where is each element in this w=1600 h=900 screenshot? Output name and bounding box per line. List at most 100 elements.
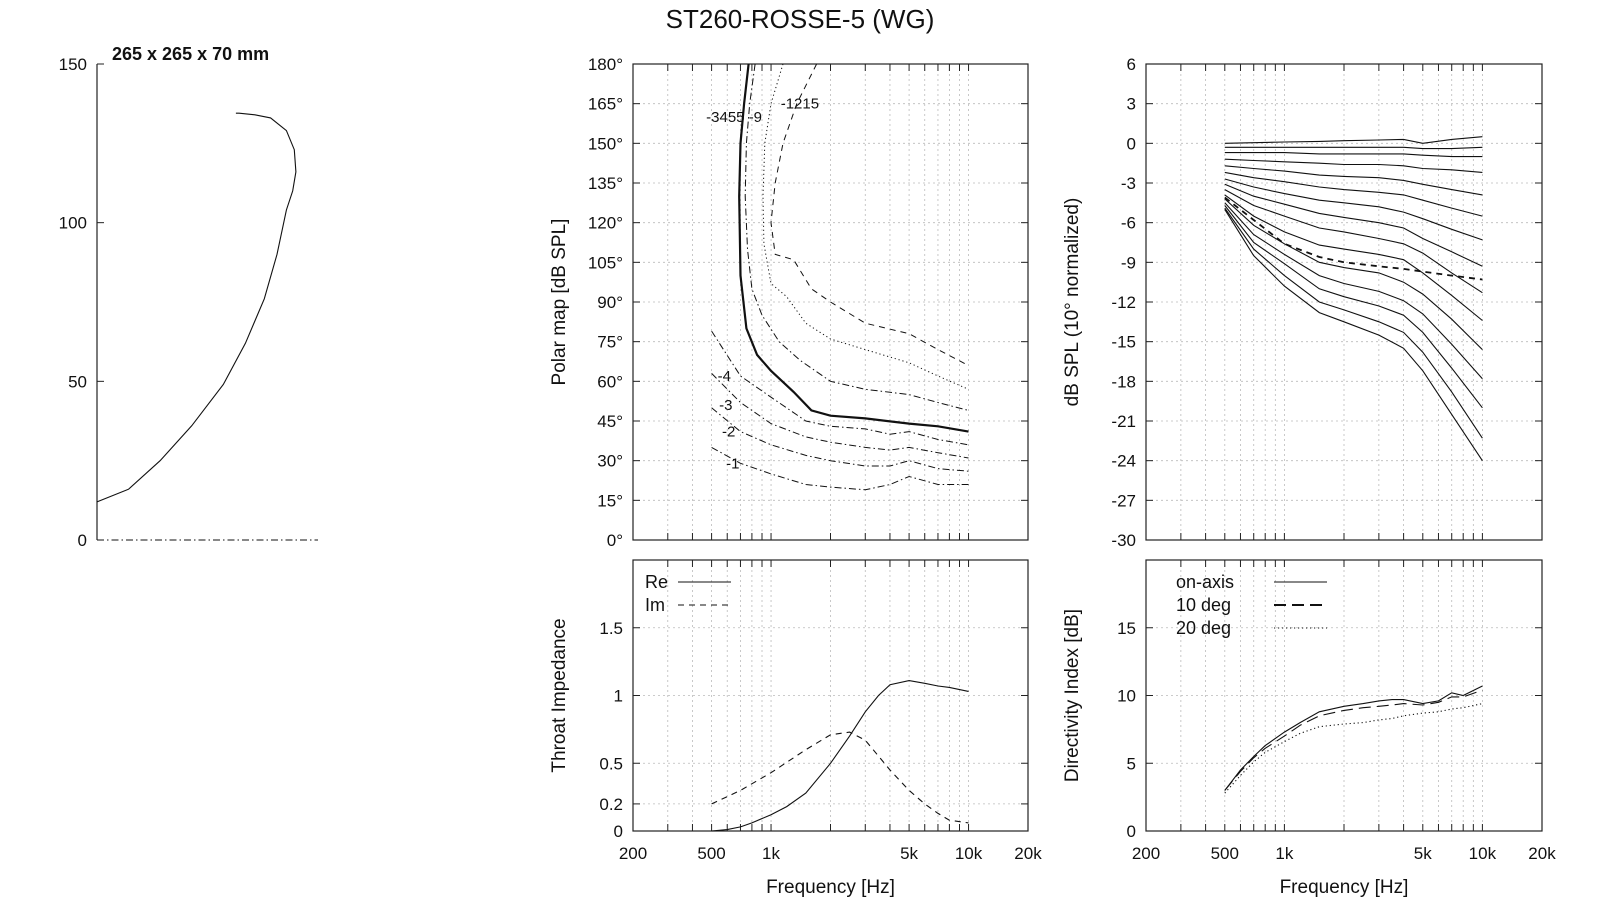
x-axis-label: Frequency [Hz]	[1280, 877, 1409, 898]
series-line	[1224, 146, 1483, 150]
plot-frame	[632, 63, 1029, 541]
y-tick-label: 1	[614, 687, 623, 706]
y-tick-label: -9	[1121, 253, 1136, 272]
chart-title: 265 x 265 x 70 mm	[112, 44, 269, 64]
series-line	[1224, 209, 1483, 462]
y-tick-label: 135°	[588, 174, 623, 193]
series-line	[1224, 207, 1483, 439]
x-tick-label: 20k	[1528, 844, 1556, 863]
x-tick-label: 200	[619, 844, 647, 863]
series-line	[1224, 165, 1483, 196]
y-tick-label: 6	[1127, 55, 1136, 74]
y-tick-label: 50	[68, 372, 87, 391]
x-tick-label: 500	[697, 844, 725, 863]
series-line	[1224, 198, 1483, 350]
series-Im	[711, 731, 969, 824]
series-20-deg	[1224, 703, 1483, 794]
y-tick-label: 0	[1127, 822, 1136, 841]
y-tick-label: -12	[1111, 293, 1136, 312]
contour-9	[744, 63, 969, 411]
series-line	[1224, 171, 1483, 217]
x-tick-label: 200	[1132, 844, 1160, 863]
y-tick-label: -21	[1111, 412, 1136, 431]
y-tick-label: 60°	[597, 372, 623, 391]
series-line	[1224, 196, 1483, 281]
contour-label: -3455 -9	[706, 109, 762, 126]
y-tick-label: 0°	[607, 531, 623, 550]
y-axis-label: Directivity Index [dB]	[1062, 609, 1083, 782]
x-tick-label: 1k	[1275, 844, 1293, 863]
y-tick-label: 10	[1117, 687, 1136, 706]
contour-4	[711, 330, 969, 446]
contour-label: -2	[722, 424, 735, 441]
y-tick-label: 180°	[588, 55, 623, 74]
y-tick-label: 0	[78, 531, 87, 550]
contour-label: -1	[726, 455, 739, 472]
legend-label: 20 deg	[1176, 618, 1231, 638]
contour-3	[711, 373, 969, 459]
plot-frame	[1145, 559, 1543, 832]
y-axis-label: dB SPL (10° normalized)	[1062, 198, 1083, 407]
series-line	[1224, 183, 1483, 267]
y-tick-label: 5	[1127, 754, 1136, 773]
legend-label: 10 deg	[1176, 595, 1231, 615]
y-tick-label: 150	[59, 55, 87, 74]
y-tick-label: 0.5	[599, 754, 623, 773]
series-on-axis	[1224, 685, 1483, 791]
y-tick-label: 15°	[597, 491, 623, 510]
y-tick-label: -18	[1111, 372, 1136, 391]
x-tick-label: 10k	[955, 844, 983, 863]
y-tick-label: 120°	[588, 214, 623, 233]
legend-label: on-axis	[1176, 572, 1234, 592]
series-line	[96, 112, 297, 503]
series-line	[1224, 152, 1483, 158]
x-tick-label: 1k	[762, 844, 780, 863]
series-line	[1224, 136, 1483, 144]
contour-6	[738, 63, 969, 433]
y-tick-label: 1.5	[599, 619, 623, 638]
y-axis-label: Throat Impedance	[549, 618, 570, 772]
series-line	[1224, 194, 1483, 321]
series-line	[1224, 178, 1483, 241]
plot-frame	[632, 559, 1029, 832]
series-Re	[711, 680, 969, 832]
x-tick-label: 5k	[1414, 844, 1432, 863]
y-tick-label: 75°	[597, 333, 623, 352]
legend-label: Re	[645, 572, 668, 592]
y-tick-label: 15	[1117, 619, 1136, 638]
y-tick-label: 3	[1127, 95, 1136, 114]
y-tick-label: 0.2	[599, 795, 623, 814]
contour-label: -4	[718, 368, 731, 385]
x-tick-label: 20k	[1014, 844, 1042, 863]
chart-impedance: 0 0.2 0.5 1 1.5 200 500 1k 5k 10k 20k Throat Impeda…	[549, 559, 1042, 898]
y-tick-label: -3	[1121, 174, 1136, 193]
chart-directivity: 0 5 10 15 200 500 1k 5k 10k 20k Directivity Index …	[1062, 559, 1556, 898]
y-tick-label: 0	[614, 822, 623, 841]
y-tick-label: 0	[1127, 134, 1136, 153]
series-line	[1224, 158, 1483, 173]
x-tick-label: 10k	[1469, 844, 1497, 863]
chart-polar: 0° 15° 30° 45° 60° 75° 90° 105° 120° 135° 150° 165°…	[549, 55, 1029, 550]
contour-label: -3	[719, 397, 732, 414]
y-tick-label: 30°	[597, 452, 623, 471]
y-tick-label: 165°	[588, 95, 623, 114]
y-tick-label: -15	[1111, 333, 1136, 352]
y-tick-label: -30	[1111, 531, 1136, 550]
y-tick-label: 150°	[588, 134, 623, 153]
y-tick-label: -27	[1111, 491, 1136, 510]
chart-normalized: 6 3 0 -3 -6 -9 -12 -15 -18 -21 -24 -27 -30 dB SPL (10…	[1062, 55, 1543, 550]
y-tick-label: 90°	[597, 293, 623, 312]
contour-2	[711, 407, 969, 472]
x-axis-label: Frequency [Hz]	[766, 877, 895, 898]
page-title: ST260-ROSSE-5 (WG)	[665, 4, 935, 34]
y-tick-label: 100	[59, 214, 87, 233]
series-10-deg	[1224, 689, 1483, 791]
y-tick-label: -6	[1121, 214, 1136, 233]
contour-label: -1215	[781, 96, 819, 113]
x-tick-label: 5k	[900, 844, 918, 863]
series-line	[1224, 189, 1483, 294]
y-tick-label: -24	[1111, 452, 1136, 471]
series-line	[1224, 202, 1483, 380]
plot-frame	[1145, 63, 1543, 541]
legend-label: Im	[645, 595, 665, 615]
